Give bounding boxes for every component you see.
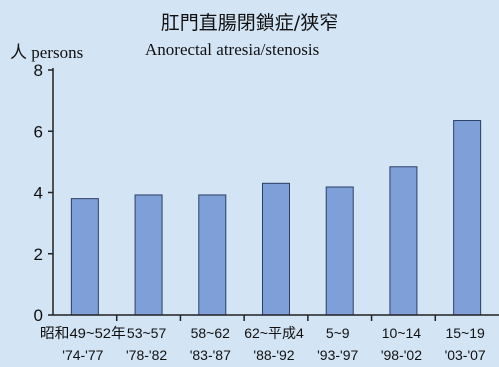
x-tick-year-label: '93-'97 [317,347,358,363]
y-tick-label: 0 [34,306,43,325]
chart-title: 肛門直腸閉鎖症/狭窄 [160,12,339,34]
y-tick-label: 8 [34,61,43,80]
x-tick-label: 58~62 [191,325,231,341]
x-tick-year-label: '03-'07 [445,347,486,363]
bar [325,186,354,316]
x-tick-label: 昭和49~52年 [40,325,126,341]
bar [389,166,418,316]
x-tick-year-label: '88-'92 [253,347,294,363]
y-axis-label: 人 persons [10,43,84,62]
x-tick-year-label: '98-'02 [381,347,422,363]
x-tick-year-label: '83-'87 [190,347,231,363]
chart-subtitle: Anorectal atresia/stenosis [145,40,320,59]
bar [70,198,99,316]
y-tick-label: 2 [34,245,43,264]
bar [198,194,227,316]
x-tick-label: 62~平成4 [244,325,304,341]
bar [453,120,482,316]
x-tick-year-label: '74-'77 [62,347,103,363]
y-tick-label: 4 [34,184,43,203]
x-tick-year-label: '78-'82 [126,347,167,363]
x-tick-label: 53~57 [127,325,167,341]
x-tick-label: 5~9 [326,325,350,341]
x-tick-label: 15~19 [445,325,485,341]
y-tick-label: 6 [34,122,43,141]
bar [262,182,290,316]
x-tick-label: 10~14 [382,325,422,341]
bar [134,194,163,316]
